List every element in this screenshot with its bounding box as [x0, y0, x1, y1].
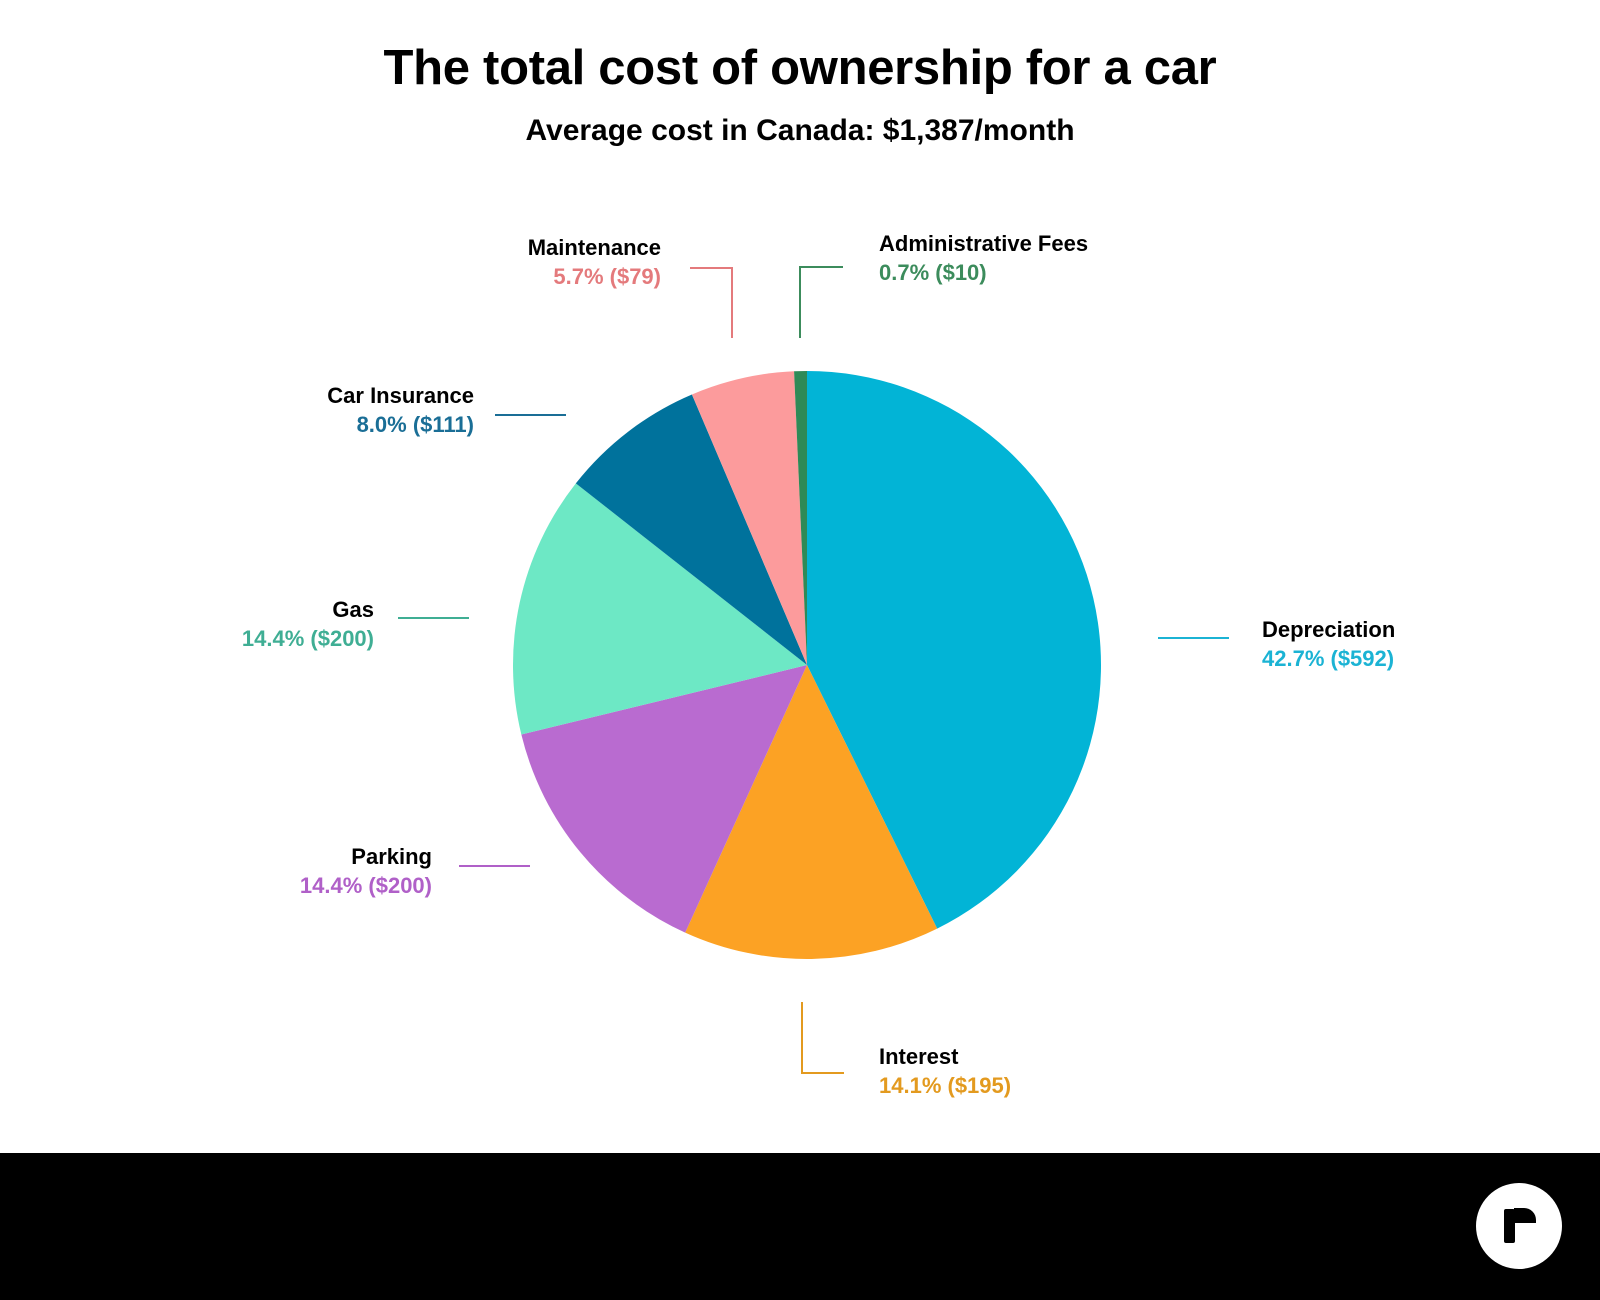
slice-value-gas: 14.4% ($200) — [242, 626, 374, 651]
slice-name-car-insurance: Car Insurance — [327, 383, 474, 408]
leader-line-maintenance — [690, 267, 733, 338]
chart-subtitle: Average cost in Canada: $1,387/month — [525, 114, 1075, 147]
pie-slice-parking — [521, 665, 807, 933]
pie-slice-gas — [512, 483, 807, 735]
chart-title: The total cost of ownership for a car — [383, 41, 1217, 95]
footer-bar — [0, 1153, 1600, 1300]
slice-name-gas: Gas — [332, 597, 374, 622]
leader-lines — [398, 266, 1229, 1074]
slice-value-interest: 14.1% ($195) — [879, 1073, 1011, 1098]
slice-labels: Depreciation 42.7% ($592) Interest 14.1% ($… — [242, 231, 1395, 1098]
pie-slice-maintenance — [691, 371, 807, 665]
slice-name-depreciation: Depreciation — [1262, 617, 1395, 642]
leader-line-administrative-fees — [799, 266, 843, 338]
leader-line-interest — [801, 1002, 844, 1074]
pie-slice-administrative-fees — [794, 370, 807, 665]
slice-name-interest: Interest — [879, 1044, 959, 1069]
pie-slice-interest — [685, 665, 938, 959]
slice-name-maintenance: Maintenance — [528, 235, 661, 260]
slice-value-parking: 14.4% ($200) — [300, 873, 432, 898]
slice-value-car-insurance: 8.0% ($111) — [357, 412, 474, 437]
pie-slice-car-insurance — [575, 394, 807, 665]
pie-slices — [512, 370, 1101, 959]
r-logo-icon — [1476, 1183, 1562, 1269]
pie-slice-depreciation — [807, 371, 1101, 929]
slice-value-administrative-fees: 0.7% ($10) — [879, 260, 987, 285]
slice-value-maintenance: 5.7% ($79) — [553, 264, 661, 289]
slice-name-administrative-fees: Administrative Fees — [879, 231, 1088, 256]
slice-name-parking: Parking — [351, 844, 432, 869]
slice-value-depreciation: 42.7% ($592) — [1262, 646, 1394, 671]
